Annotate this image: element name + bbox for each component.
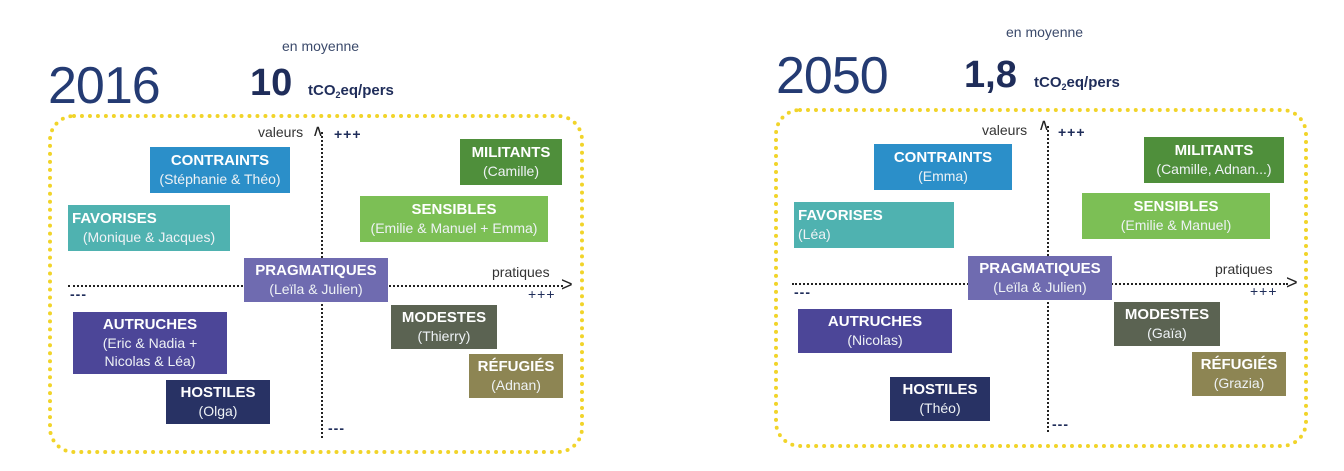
group-modestes: MODESTES (Thierry) bbox=[391, 305, 497, 349]
axis-label-pratiques: pratiques bbox=[1215, 261, 1273, 277]
axis-label-valeurs: valeurs bbox=[258, 124, 304, 140]
group-contraints: CONTRAINTS (Stéphanie & Théo) bbox=[150, 147, 290, 193]
arrow-right-icon: > bbox=[1286, 272, 1298, 294]
group-favorises: FAVORISES (Léa) bbox=[794, 202, 954, 248]
arrow-up-icon: ∧ bbox=[1038, 117, 1050, 134]
group-militants: MILITANTS (Camille) bbox=[460, 139, 562, 185]
axis-minus-pratiques: --- bbox=[794, 284, 811, 300]
group-autruches: AUTRUCHES (Eric & Nadia + Nicolas & Léa) bbox=[73, 312, 227, 374]
panel-2050: 2050 en moyenne 1,8 tCO2eq/pers ∧ valeur… bbox=[672, 0, 1344, 471]
group-sensibles: SENSIBLES (Emilie & Manuel) bbox=[1082, 193, 1270, 239]
group-modestes: MODESTES (Gaïa) bbox=[1114, 302, 1220, 346]
group-pragmatiques: PRAGMATIQUES (Leïla & Julien) bbox=[968, 256, 1112, 300]
group-militants: MILITANTS (Camille, Adnan...) bbox=[1144, 137, 1284, 183]
average-unit: tCO2eq/pers bbox=[308, 82, 394, 100]
frame bbox=[48, 114, 584, 454]
axis-minus-valeurs: --- bbox=[1052, 416, 1069, 432]
average-unit: tCO2eq/pers bbox=[1034, 74, 1120, 92]
group-pragmatiques: PRAGMATIQUES (Leïla & Julien) bbox=[244, 258, 388, 302]
arrow-right-icon: > bbox=[561, 274, 573, 296]
panel-2016: 2016 en moyenne 10 tCO2eq/pers ∧ valeurs… bbox=[48, 38, 584, 454]
axis-plus-valeurs: +++ bbox=[1058, 124, 1086, 140]
group-refugies: RÉFUGIÉS (Adnan) bbox=[469, 354, 563, 398]
group-hostiles: HOSTILES (Olga) bbox=[166, 380, 270, 424]
group-favorises: FAVORISES (Monique & Jacques) bbox=[68, 205, 230, 251]
frame bbox=[774, 108, 1308, 448]
axis-label-pratiques: pratiques bbox=[492, 264, 550, 280]
year-title: 2016 bbox=[48, 57, 161, 115]
axis-minus-pratiques: --- bbox=[70, 286, 87, 302]
group-sensibles: SENSIBLES (Emilie & Manuel + Emma) bbox=[360, 196, 548, 242]
axis-minus-valeurs: --- bbox=[328, 420, 345, 436]
average-value: 1,8 bbox=[964, 54, 1017, 96]
average-label: en moyenne bbox=[282, 38, 360, 54]
group-autruches: AUTRUCHES (Nicolas) bbox=[798, 309, 952, 353]
axis-plus-pratiques: +++ bbox=[528, 286, 556, 302]
axis-plus-pratiques: +++ bbox=[1250, 283, 1278, 299]
axis-plus-valeurs: +++ bbox=[334, 126, 362, 142]
group-hostiles: HOSTILES (Théo) bbox=[890, 377, 990, 421]
group-refugies: RÉFUGIÉS (Grazia) bbox=[1192, 352, 1286, 396]
average-label: en moyenne bbox=[1006, 24, 1084, 40]
average-value: 10 bbox=[250, 62, 293, 104]
axis-label-valeurs: valeurs bbox=[982, 122, 1028, 138]
arrow-up-icon: ∧ bbox=[312, 123, 324, 140]
year-title: 2050 bbox=[776, 47, 889, 105]
group-contraints: CONTRAINTS (Emma) bbox=[874, 144, 1012, 190]
